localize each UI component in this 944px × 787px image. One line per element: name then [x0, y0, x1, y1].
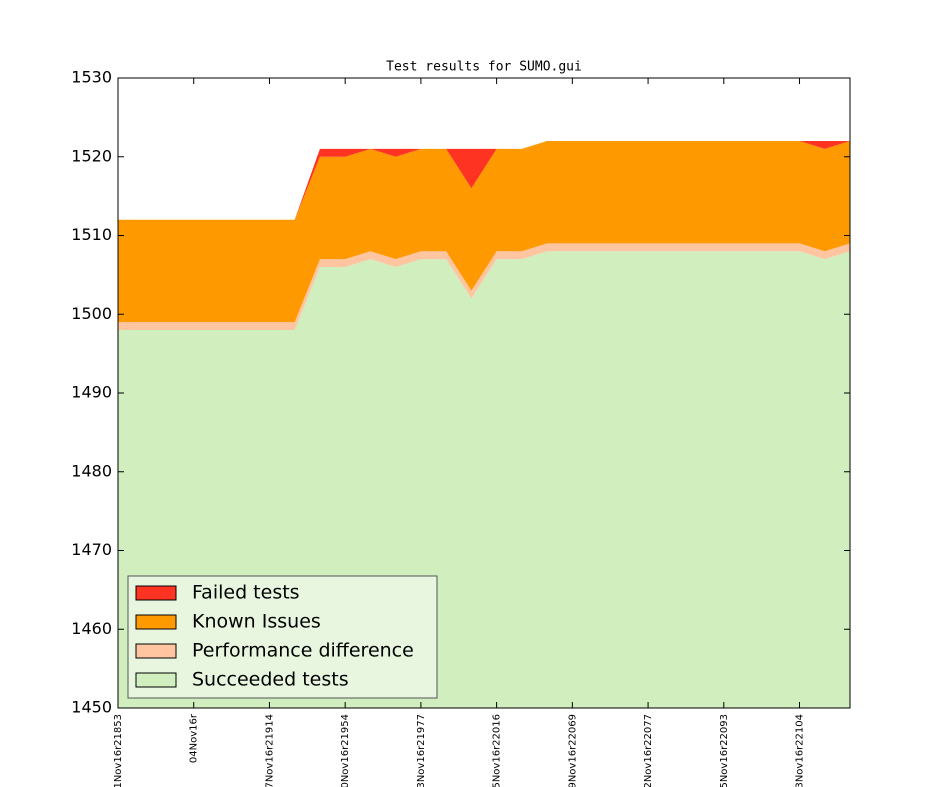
area — [118, 141, 850, 220]
axes: 1450 1460 1470 1480 1490 1500 1510 1520 1530 1Nov… — [71, 68, 851, 787]
legend-swatch — [135, 643, 177, 659]
legend-label: Performance difference — [192, 640, 414, 662]
legend-label: Known Issues — [192, 611, 321, 633]
y-tick-label: 1450 — [71, 698, 112, 717]
y-tick-label: 1530 — [71, 68, 112, 87]
legend-label: Failed tests — [192, 582, 300, 604]
x-tick-label: 3Nov16r21977 — [416, 714, 427, 787]
x-tick-label: 0Nov16r21954 — [340, 714, 351, 787]
legend: Failed tests Known Issues Performance diff… — [127, 575, 438, 699]
legend-swatch — [135, 672, 177, 688]
x-tick-label: 1Nov16r21853 — [113, 714, 124, 787]
x-tick-label: 7Nov16r21914 — [264, 714, 275, 787]
legend-swatch — [135, 614, 177, 630]
legend-label: Succeeded tests — [192, 669, 349, 691]
x-tick-label: 5Nov16r22093 — [719, 714, 730, 787]
y-tick-label: 1460 — [71, 619, 112, 638]
y-tick-label: 1510 — [71, 225, 112, 244]
y-tick-label: 1520 — [71, 146, 112, 165]
x-tick-label: 2Nov16r22077 — [643, 714, 654, 787]
x-tick-label: 9Nov16r22069 — [567, 714, 578, 787]
y-tick-label: 1490 — [71, 383, 112, 402]
legend-box — [127, 575, 438, 699]
x-tick-label: 5Nov16r22016 — [492, 714, 503, 787]
area — [118, 243, 850, 330]
area — [118, 141, 850, 323]
y-tick-label: 1470 — [71, 540, 112, 559]
legend-swatch — [135, 585, 177, 601]
x-tick-label: 3Nov16r22104 — [795, 714, 806, 787]
y-tick-label: 1480 — [71, 461, 112, 480]
y-tick-label: 1500 — [71, 304, 112, 323]
x-tick-label: 04Nov16r — [189, 713, 200, 763]
chart-title: Test results for SUMO.gui — [386, 60, 582, 75]
